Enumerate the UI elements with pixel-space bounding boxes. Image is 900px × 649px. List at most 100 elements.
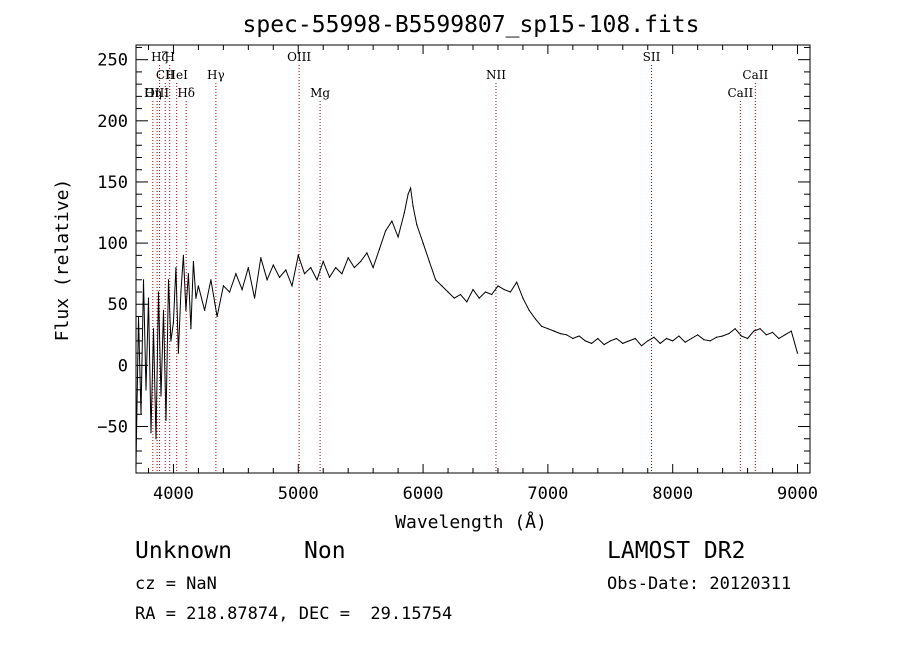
data-point [150,432,152,434]
data-point [703,339,705,341]
data-point [297,254,299,256]
data-point [278,276,281,278]
data-point [391,220,393,222]
data-point [690,337,693,340]
data-point [185,309,187,311]
data-point [628,340,630,342]
data-point [522,297,524,299]
data-point [403,211,405,214]
data-point [152,328,155,330]
data-point [796,352,799,354]
data-point [665,337,668,340]
data-point [303,273,306,275]
data-point [622,342,624,344]
data-point [397,236,399,238]
y-tick-label: 0 [118,356,128,376]
data-point [609,340,611,342]
data-point [771,331,774,333]
data-point [416,224,418,226]
chart-title: spec-55998-B5599807_sp15-108.fits [243,12,700,38]
data-point [385,230,387,232]
y-tick-label: 100 [97,234,128,254]
redshift-cz: cz = NaN [135,574,217,594]
data-point [647,340,649,342]
data-point [572,337,574,340]
data-point [778,337,780,340]
data-point [584,340,586,342]
data-point [466,301,468,303]
data-point [509,291,512,293]
plot-frame [135,44,811,474]
data-point [316,279,318,281]
data-point [553,330,555,332]
data-point [175,266,177,269]
data-point [162,309,165,311]
data-point [266,279,268,281]
data-point [491,293,493,296]
data-point [541,325,543,327]
data-point [210,279,212,281]
data-point [155,438,157,440]
spectrum-line [135,186,798,466]
y-axis-label: Flux (relative) [52,179,73,342]
y-tick-label: 200 [97,112,128,132]
line-marker-label: CII [156,68,175,82]
data-point [497,285,499,287]
line-marker-label: Hζ [151,50,168,64]
data-point [634,337,636,340]
data-point [709,340,711,342]
x-tick-label: 6000 [403,484,444,504]
data-point [360,260,362,263]
data-point [366,252,368,254]
data-point [372,266,374,269]
data-point [484,291,487,293]
y-tick-label: 150 [97,173,128,193]
y-tick-label: −50 [97,418,128,438]
axis-ticks: 4000 5000 6000 7000 8000 9000 −50 0 50 100 150 200 2… [97,45,818,504]
data-point [170,340,172,342]
line-marker-label: SII [643,50,661,64]
spectrum-points [135,187,799,467]
line-marker-label: Hγ [207,68,225,82]
object-type: Unknown [135,538,232,564]
data-point [285,269,287,271]
data-point [534,318,537,320]
data-point [715,336,717,338]
data-point [428,260,430,263]
data-point [140,413,142,415]
data-point [182,254,185,256]
data-point [478,297,480,299]
data-point [157,291,160,293]
data-point [734,328,736,330]
data-point [291,285,293,287]
data-point [784,334,786,336]
line-marker-label: HeI [166,68,189,82]
data-point [790,330,792,332]
line-marker-label: NII [486,68,506,82]
data-point [241,288,243,291]
data-point [247,266,249,269]
x-tick-label: 4000 [153,484,194,504]
data-point [229,291,231,293]
data-point [441,285,443,287]
x-tick-label: 8000 [652,484,693,504]
data-point [516,281,518,283]
data-point [503,288,505,291]
data-point [347,257,349,259]
data-point [722,335,724,337]
data-point [204,309,206,311]
data-point [447,291,449,293]
data-point [759,328,761,330]
data-point [453,297,455,299]
data-point [578,335,580,337]
y-tick-label: 250 [97,51,128,71]
data-point [672,340,674,342]
data-point [746,337,749,340]
coordinates: RA = 218.87874, DEC = 29.15754 [135,604,453,624]
line-marker-label: CaII [727,86,753,100]
data-point [353,266,356,269]
data-point [187,273,190,275]
line-marker-label: OIII [145,86,169,100]
